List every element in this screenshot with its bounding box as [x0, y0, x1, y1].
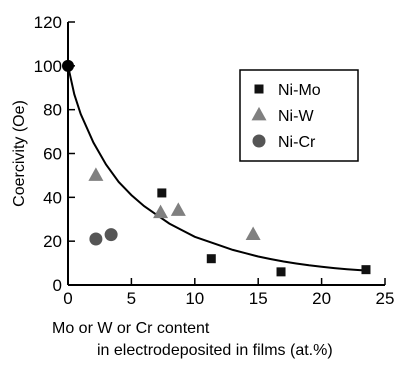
- fit-curve: [67, 65, 368, 272]
- y-tick-label: 0: [53, 276, 62, 295]
- legend-label-ni-cr: Ni-Cr: [278, 134, 316, 151]
- y-tick-label: 120: [34, 13, 62, 32]
- legend-label-ni-w: Ni-W: [278, 108, 314, 125]
- origin-point: [62, 59, 74, 72]
- ni-mo-point: [157, 188, 167, 198]
- x-tick-label: 10: [185, 289, 204, 308]
- x-tick-label: 25: [376, 289, 395, 308]
- ni-cr-point: [104, 228, 118, 242]
- x-axis-title-line2: in electrodeposited in films (at.%): [97, 342, 333, 359]
- ni-mo-point: [361, 265, 371, 275]
- y-tick-label: 80: [43, 101, 62, 120]
- legend-marker-ni-w: [251, 106, 267, 121]
- y-tick-label: 60: [43, 145, 62, 164]
- y-tick-label: 40: [43, 188, 62, 207]
- x-tick-label: 15: [249, 289, 268, 308]
- x-axis-title-line1: Mo or W or Cr content: [52, 320, 210, 337]
- legend-marker-ni-cr: [252, 134, 266, 148]
- ni-cr-point: [89, 232, 103, 246]
- y-axis-title: Coercivity (Oe): [11, 100, 28, 207]
- ni-mo-point: [206, 254, 216, 264]
- ni-mo-point: [276, 267, 286, 277]
- legend-marker-ni-mo: [254, 84, 264, 94]
- x-tick-label: 20: [312, 289, 331, 308]
- ni-w-point: [170, 202, 186, 216]
- ni-w-point: [88, 167, 104, 181]
- ni-w-point: [245, 226, 261, 240]
- y-tick-label: 20: [43, 232, 62, 251]
- x-tick-label: 0: [63, 289, 72, 308]
- ni-w-point: [153, 204, 169, 219]
- x-tick-label: 5: [127, 289, 136, 308]
- y-tick-label: 100: [34, 57, 62, 76]
- legend-label-ni-mo: Ni-Mo: [278, 82, 321, 99]
